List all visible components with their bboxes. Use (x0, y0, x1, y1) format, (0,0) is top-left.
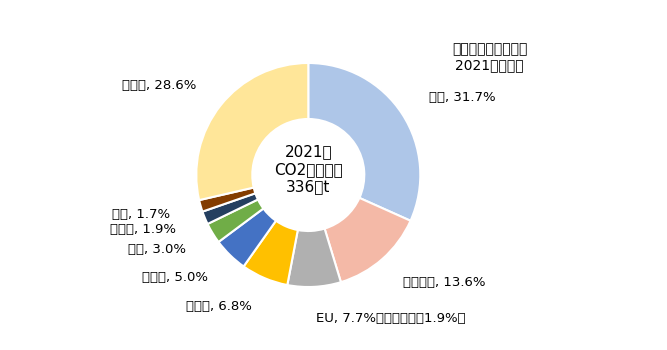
Wedge shape (325, 198, 410, 282)
Wedge shape (207, 199, 263, 242)
Wedge shape (199, 188, 255, 212)
Wedge shape (196, 63, 308, 200)
Text: イラン, 1.9%: イラン, 1.9% (110, 223, 176, 236)
Text: 韓国, 1.7%: 韓国, 1.7% (112, 208, 171, 221)
Text: 中国, 31.7%: 中国, 31.7% (429, 91, 495, 104)
Text: EU, 7.7%（内、ドイツ1.9%）: EU, 7.7%（内、ドイツ1.9%） (316, 312, 466, 325)
Wedge shape (219, 209, 276, 266)
Text: 2021年
CO2の世界計
336億t: 2021年 CO2の世界計 336億t (274, 145, 343, 194)
Text: その他, 28.6%: その他, 28.6% (122, 79, 196, 92)
Wedge shape (203, 193, 258, 224)
Text: ロシア, 5.0%: ロシア, 5.0% (142, 271, 208, 284)
Text: インド, 6.8%: インド, 6.8% (186, 300, 252, 314)
Wedge shape (308, 63, 420, 221)
Text: 日本, 3.0%: 日本, 3.0% (128, 243, 186, 256)
Text: アメリカ, 13.6%: アメリカ, 13.6% (403, 276, 486, 289)
Text: （エネルギー起源）
2021年データ: （エネルギー起源） 2021年データ (452, 42, 528, 72)
Wedge shape (243, 221, 297, 285)
Wedge shape (287, 229, 341, 287)
